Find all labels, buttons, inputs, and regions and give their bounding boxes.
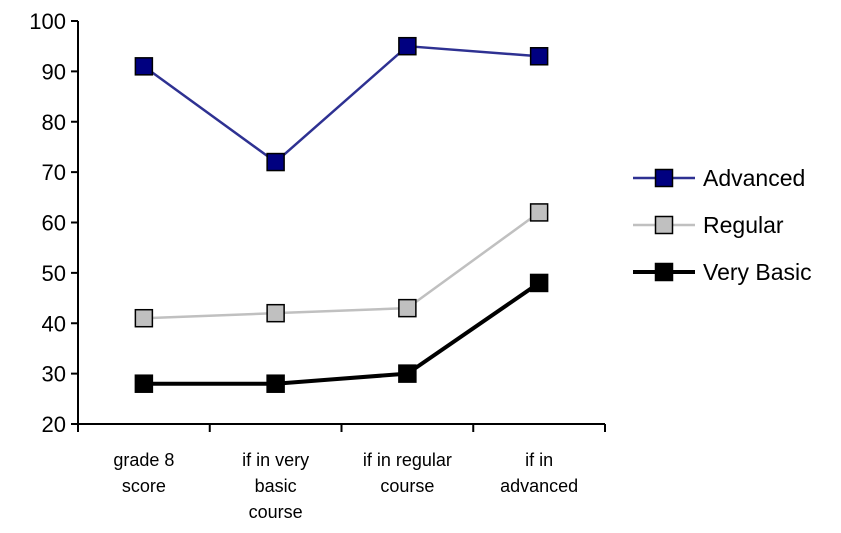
data-point-regular <box>266 303 285 323</box>
y-tick-label: 60 <box>42 211 66 236</box>
series-line-very-basic <box>143 281 541 386</box>
y-tick-label: 90 <box>42 59 66 84</box>
legend-marker-regular <box>654 215 674 235</box>
y-axis-ticks: 20 30 40 50 60 70 80 90 100 <box>29 9 78 437</box>
y-tick-label: 50 <box>42 261 66 286</box>
legend-marker-very-basic <box>654 262 674 282</box>
x-axis-ticks: grade 8 score if in very basic course if in r… <box>77 424 606 522</box>
data-point-very-basic <box>266 374 285 393</box>
series-line-advanced <box>143 44 540 164</box>
legend: Advanced Regular Very Basic <box>633 165 812 285</box>
legend-marker-advanced <box>654 168 674 188</box>
x-tick-label: if in very basic course <box>242 450 309 522</box>
data-point-regular <box>398 298 417 318</box>
x-tick-label: if in advanced <box>500 450 578 496</box>
data-point-advanced <box>134 57 154 76</box>
legend-label-advanced: Advanced <box>703 165 805 191</box>
y-tick-label: 20 <box>42 412 66 437</box>
x-tick-label: grade 8 score <box>113 450 174 496</box>
data-point-advanced <box>398 36 417 56</box>
y-tick-label: 80 <box>42 110 66 135</box>
y-tick-label: 30 <box>42 362 66 387</box>
y-tick-label: 40 <box>42 311 66 336</box>
y-tick-label: 70 <box>42 160 66 185</box>
data-point-advanced <box>266 152 285 172</box>
legend-label-very-basic: Very Basic <box>703 259 812 285</box>
data-point-very-basic <box>398 364 417 383</box>
data-point-very-basic <box>134 374 154 393</box>
data-point-advanced <box>529 47 549 66</box>
data-point-very-basic <box>529 273 549 293</box>
data-point-regular <box>529 203 549 222</box>
series-line-regular <box>143 211 540 320</box>
y-tick-label: 100 <box>29 9 66 34</box>
legend-label-regular: Regular <box>703 212 784 238</box>
x-tick-label: if in regular course <box>363 450 452 496</box>
data-point-regular <box>134 308 154 328</box>
series-layer <box>134 36 549 393</box>
